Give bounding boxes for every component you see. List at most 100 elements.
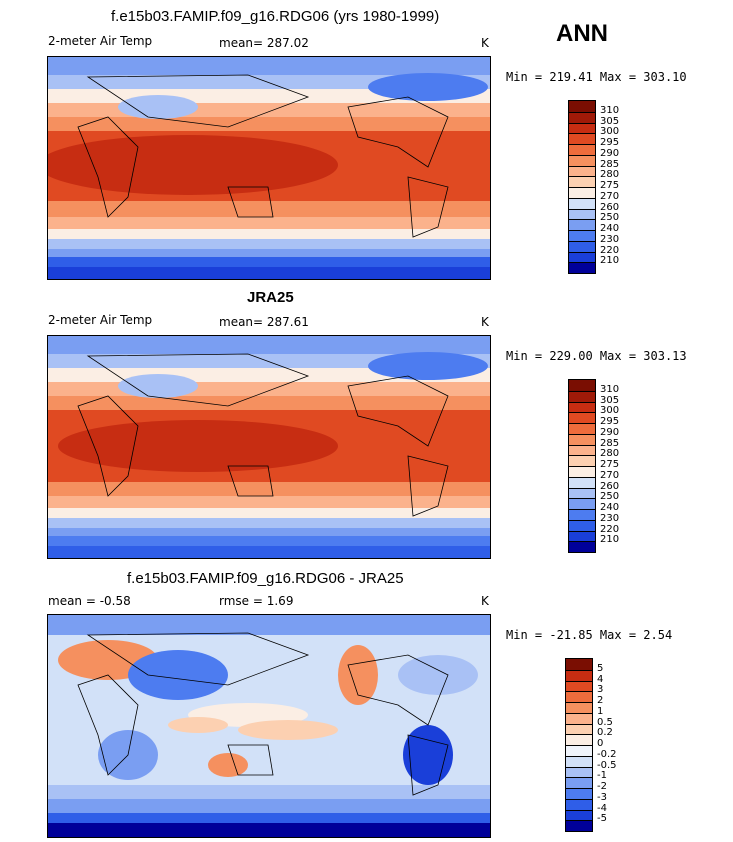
panel2-map (47, 335, 491, 559)
colorbar-label: 310 (600, 104, 620, 116)
colorbar-segment (566, 788, 592, 799)
colorbar-label: 250 (600, 491, 620, 503)
colorbar-label: -4 (597, 802, 607, 814)
colorbar-label: -1 (597, 770, 607, 782)
colorbar-label: 230 (600, 512, 620, 524)
colorbar-label: 210 (600, 534, 620, 546)
colorbar-label: 290 (600, 147, 620, 159)
colorbar-label: 0.5 (597, 716, 613, 728)
colorbar-label: 285 (600, 158, 620, 170)
colorbar-label: 310 (600, 383, 620, 395)
colorbar-label: 230 (600, 233, 620, 245)
colorbar-label: 210 (600, 255, 620, 267)
colorbar-segment (569, 541, 595, 552)
colorbar-segment (569, 219, 595, 230)
season-label: ANN (556, 20, 608, 47)
panel3-colorbar (565, 658, 593, 832)
colorbar-segment (566, 766, 592, 778)
colorbar-segment (566, 680, 592, 692)
colorbar-label: 305 (600, 394, 620, 406)
colorbar-segment (569, 240, 595, 252)
colorbar-label: 260 (600, 480, 620, 492)
panel3-map (47, 614, 491, 838)
panel2-map-svg (48, 336, 490, 558)
colorbar-label: -0.5 (597, 759, 617, 771)
colorbar-label: 4 (597, 673, 604, 685)
panel3-minmax: Min = -21.85 Max = 2.54 (506, 628, 673, 642)
colorbar-label: 290 (600, 426, 620, 438)
colorbar-label: 0 (597, 738, 604, 749)
colorbar-segment (569, 262, 595, 273)
colorbar-label: 0.2 (597, 727, 613, 739)
colorbar-label: 2 (597, 695, 604, 706)
colorbar-label: -3 (597, 791, 607, 803)
panel2-colorbar-labels: 310 305 300 295 290 285 280 275 270 260 250 240 230 2… (600, 379, 640, 551)
colorbar-segment (569, 455, 595, 466)
colorbar-segment (569, 509, 595, 520)
colorbar-label: 300 (600, 405, 620, 417)
colorbar-label: 1 (597, 705, 604, 717)
colorbar-segment (569, 133, 595, 144)
colorbar-segment (566, 702, 592, 713)
panel2-title: JRA25 (247, 289, 294, 306)
colorbar-segment (566, 777, 592, 788)
colorbar-label: 280 (600, 448, 620, 460)
colorbar-label: 295 (600, 137, 620, 148)
colorbar-label: 5 (597, 662, 604, 674)
colorbar-segment (569, 111, 595, 123)
colorbar-segment (569, 498, 595, 509)
colorbar-segment (569, 423, 595, 434)
colorbar-label: 285 (600, 437, 620, 449)
panel1-units: K (481, 36, 489, 50)
colorbar-segment (566, 798, 592, 810)
colorbar-label: 220 (600, 244, 620, 256)
colorbar-segment (569, 144, 595, 155)
colorbar-segment (569, 519, 595, 531)
panel3-mean: mean = -0.58 (48, 594, 131, 608)
panel1-mean: mean= 287.02 (219, 36, 309, 50)
colorbar-label: 300 (600, 126, 620, 138)
colorbar-label: 240 (600, 502, 620, 513)
colorbar-label: -0.2 (597, 748, 617, 760)
colorbar-segment (566, 669, 592, 681)
panel2-colorbar (568, 379, 596, 553)
colorbar-segment (569, 187, 595, 198)
panel2-minmax: Min = 229.00 Max = 303.13 (506, 349, 687, 363)
colorbar-segment (569, 197, 595, 209)
colorbar-segment (569, 380, 595, 391)
colorbar-segment (569, 487, 595, 499)
panel2-units: K (481, 315, 489, 329)
colorbar-segment (569, 154, 595, 166)
colorbar-segment (569, 476, 595, 488)
colorbar-segment (566, 712, 592, 724)
panel2-mean: mean= 287.61 (219, 315, 309, 329)
colorbar-label: 240 (600, 223, 620, 234)
colorbar-segment (566, 723, 592, 735)
colorbar-segment (569, 208, 595, 220)
colorbar-label: 275 (600, 180, 620, 191)
panel3-units: K (481, 594, 489, 608)
colorbar-segment (569, 230, 595, 241)
colorbar-label: 270 (600, 190, 620, 202)
colorbar-segment (569, 530, 595, 542)
colorbar-segment (569, 165, 595, 177)
colorbar-segment (569, 466, 595, 477)
colorbar-label: -2 (597, 781, 607, 792)
panel1-minmax: Min = 219.41 Max = 303.10 (506, 70, 687, 84)
colorbar-segment (569, 390, 595, 402)
colorbar-segment (566, 809, 592, 821)
colorbar-segment (566, 734, 592, 745)
colorbar-label: 305 (600, 115, 620, 127)
colorbar-segment (569, 401, 595, 413)
panel2-variable: 2-meter Air Temp (48, 313, 153, 327)
colorbar-segment (569, 433, 595, 445)
colorbar-label: 270 (600, 469, 620, 481)
panel1-title: f.e15b03.FAMIP.f09_g16.RDG06 (yrs 1980-1… (111, 8, 440, 25)
colorbar-segment (569, 122, 595, 134)
colorbar-label: 295 (600, 416, 620, 427)
colorbar-label: -5 (597, 813, 607, 825)
colorbar-label: 3 (597, 684, 604, 696)
colorbar-label: 250 (600, 212, 620, 224)
panel3-title: f.e15b03.FAMIP.f09_g16.RDG06 - JRA25 (127, 570, 404, 587)
panel3-map-svg (48, 615, 490, 837)
